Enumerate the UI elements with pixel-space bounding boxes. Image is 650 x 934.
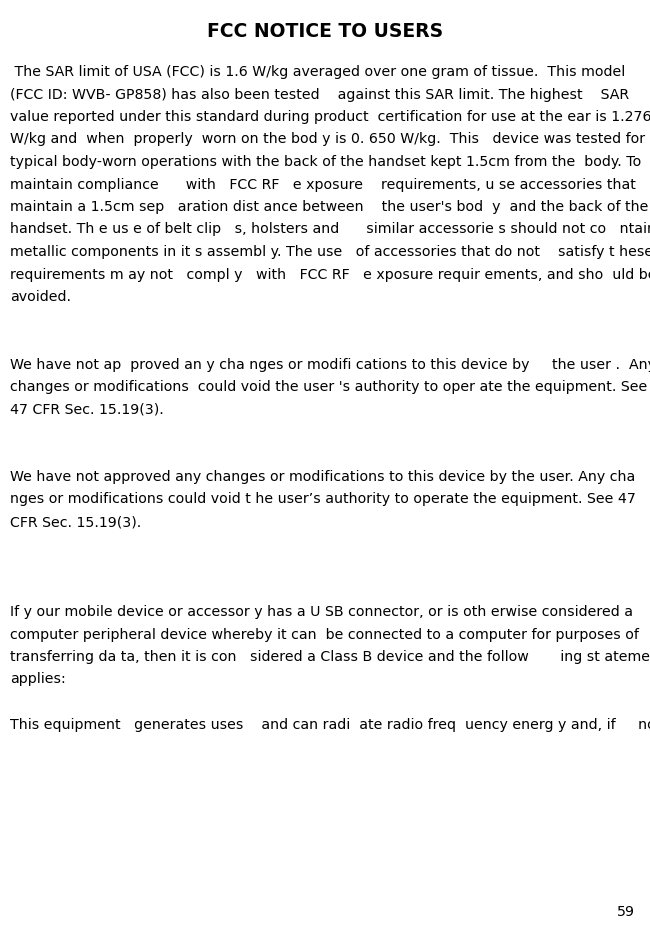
Text: We have not ap  proved an y cha nges or modifi cations to this device by     the: We have not ap proved an y cha nges or m…	[10, 358, 650, 372]
Text: CFR Sec. 15.19(3).: CFR Sec. 15.19(3).	[10, 515, 141, 529]
Text: 59: 59	[617, 905, 635, 919]
Text: handset. Th e us e of belt clip   s, holsters and      similar accessorie s shou: handset. Th e us e of belt clip s, holst…	[10, 222, 650, 236]
Text: maintain a 1.5cm sep   aration dist ance between    the user's bod  y  and the b: maintain a 1.5cm sep aration dist ance b…	[10, 200, 649, 214]
Text: This equipment   generates uses    and can radi  ate radio freq  uency energ y a: This equipment generates uses and can ra…	[10, 717, 650, 731]
Text: transferring da ta, then it is con   sidered a Class B device and the follow    : transferring da ta, then it is con sider…	[10, 650, 650, 664]
Text: If y our mobile device or accessor y h​as a U SB co​nne​ctor, or is oth erwise c: If y our mobile device or accessor y h​a…	[10, 605, 633, 619]
Text: FCC NOTICE TO USERS: FCC NOTICE TO USERS	[207, 22, 443, 41]
Text: (FCC ID: WVB- GP858) has also been tested    against this SAR limit. The highest: (FCC ID: WVB- GP858) has also been teste…	[10, 88, 629, 102]
Text: maintain compliance      with   FCC RF   e xposure    requirements, u se accesso: maintain compliance with FCC RF e xposur…	[10, 177, 636, 191]
Text: metallic components in it s assembl y. The use   of accessories that do not    s: metallic components in it s assembl y. T…	[10, 245, 650, 259]
Text: nges or modifications could void t he user’s authority to operate the equipment.: nges or modifications could void t he us…	[10, 492, 636, 506]
Text: 47 CFR Sec. 15.19(3).: 47 CFR Sec. 15.19(3).	[10, 403, 164, 417]
Text: changes or modifications  could void the user 's authority to oper ate the equip: changes or modifications could void the …	[10, 380, 647, 394]
Text: value reported under this standard during product  certification for use at the : value reported under this standard durin…	[10, 110, 650, 124]
Text: typical body-worn operations with the back of t​he handset kept 1.5cm from the  : typical body-worn operations with the ba…	[10, 155, 642, 169]
Text: computer peripheral device w​hereby it can  be connected to a co​mputer for purp: computer peripheral device w​hereby it c…	[10, 628, 639, 642]
Text: requirements m ay not   compl y   with   FCC RF   e xposure requir ements, and s: requirements m ay not compl y with FCC R…	[10, 267, 650, 281]
Text: avoided.: avoided.	[10, 290, 71, 304]
Text: We have not approved any changes or modifications to this device by the user. An: We have not approved any changes or modi…	[10, 470, 635, 484]
Text: The SAR limit of USA (FCC) is 1.6 W/kg averaged over one gram of tissue.  This m: The SAR limit of USA (FCC) is 1.6 W/kg a…	[10, 65, 625, 79]
Text: W/kg and  when  properly  worn o​n the bod y is 0. 650 W/kg.  This   device w​as: W/kg and when properly worn o​n the bod …	[10, 133, 645, 147]
Text: applies:: applies:	[10, 672, 66, 686]
